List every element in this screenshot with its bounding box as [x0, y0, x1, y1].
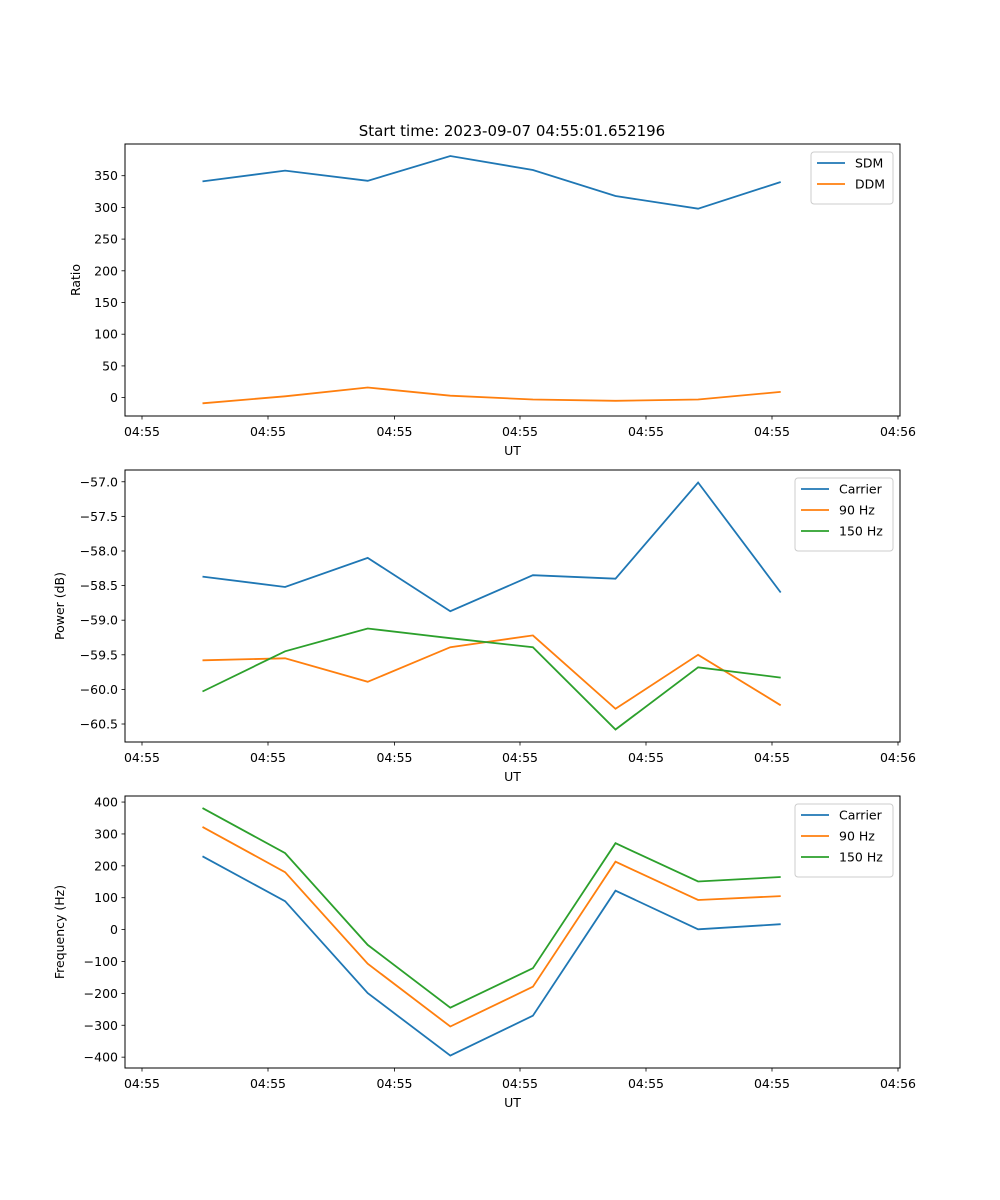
- power-x-tick-label: 04:55: [502, 750, 538, 765]
- ratio-x-tick-label: 04:55: [124, 424, 160, 439]
- power-y-tick-label: −60.0: [80, 682, 118, 697]
- ratio-y-tick-label: 50: [102, 358, 118, 373]
- frequency-y-tick-label: 200: [94, 858, 118, 873]
- frequency-axes-frame: [124, 795, 901, 1069]
- frequency-x-tick-label: 04:55: [754, 1076, 790, 1091]
- power-x-tick-label: 04:55: [250, 750, 286, 765]
- frequency-x-tick-label: 04:55: [250, 1076, 286, 1091]
- frequency-legend-box: [794, 803, 894, 878]
- ratio-series-ddm-line: [202, 386, 781, 405]
- frequency-y-tick-label: −300: [84, 1018, 118, 1033]
- power-legend-label: 90 Hz: [839, 503, 875, 518]
- power-axes-frame: [124, 469, 901, 743]
- power-x-tick-label: 04:55: [124, 750, 160, 765]
- power-legend-label: Carrier: [839, 482, 883, 497]
- power-x-tick-label: 04:55: [628, 750, 664, 765]
- frequency-y-tick-label: 300: [94, 826, 118, 841]
- power-x-tick-label: 04:55: [754, 750, 790, 765]
- frequency-series-90-hz-line: [202, 826, 781, 1028]
- frequency-y-tick-label: 100: [94, 890, 118, 905]
- ratio-y-axis-label: Ratio: [68, 264, 83, 296]
- ratio-legend-label: DDM: [855, 177, 885, 192]
- figure-title: Start time: 2023-09-07 04:55:01.652196: [359, 122, 665, 140]
- power-y-tick-label: −59.0: [80, 613, 118, 628]
- power-y-axis-label: Power (dB): [52, 572, 67, 640]
- frequency-y-tick-label: 0: [110, 922, 118, 937]
- frequency-panel: −400 −300 −200 −100 0 100 200 300 400 04:55 04:55 0…: [52, 795, 916, 1110]
- frequency-y-tick-label: 400: [94, 795, 118, 810]
- ratio-x-tick-label: 04:55: [754, 424, 790, 439]
- frequency-y-tick-label: −400: [84, 1050, 118, 1065]
- frequency-y-tick-label: −200: [84, 986, 118, 1001]
- frequency-legend-label: 90 Hz: [839, 829, 875, 844]
- power-series-carrier-line: [202, 481, 782, 613]
- ratio-legend-box: [810, 151, 894, 205]
- frequency-x-tick-label: 04:55: [376, 1076, 412, 1091]
- power-legend-box: [794, 477, 894, 552]
- ratio-panel: 0 50 100 150 200 250 300 350 04:55 04:55 04:55 04:5…: [68, 143, 916, 458]
- frequency-series-carrier-line: [202, 855, 781, 1057]
- power-series-90-hz-line: [202, 634, 782, 710]
- ratio-x-tick-label: 04:55: [502, 424, 538, 439]
- frequency-x-tick-label: 04:55: [502, 1076, 538, 1091]
- power-series-150-hz-line: [202, 627, 781, 731]
- frequency-y-tick-label: −100: [84, 954, 118, 969]
- power-legend: Carrier 90 Hz 150 Hz: [794, 477, 894, 552]
- ratio-y-tick-label: 300: [94, 200, 118, 215]
- ratio-x-tick-label: 04:55: [376, 424, 412, 439]
- power-y-tick-label: −59.5: [80, 647, 118, 662]
- power-y-tick-label: −58.0: [80, 543, 118, 558]
- frequency-x-axis-label: UT: [504, 1095, 521, 1110]
- ratio-axes-frame: [124, 143, 901, 417]
- frequency-series-150-hz-line: [202, 807, 781, 1009]
- ratio-x-tick-label: 04:56: [880, 424, 916, 439]
- ratio-legend-label: SDM: [855, 156, 883, 171]
- ratio-y-tick-label: 0: [110, 390, 118, 405]
- ratio-y-tick-label: 100: [94, 327, 118, 342]
- power-x-tick-label: 04:55: [376, 750, 412, 765]
- power-panel: −60.5 −60.0 −59.5 −59.0 −58.5 −58.0 −57.5 −57.0…: [52, 469, 916, 784]
- frequency-x-tick-label: 04:55: [124, 1076, 160, 1091]
- power-y-tick-label: −60.5: [80, 717, 118, 732]
- power-y-tick-label: −57.0: [80, 474, 118, 489]
- power-y-tick-label: −58.5: [80, 578, 118, 593]
- ratio-x-tick-label: 04:55: [250, 424, 286, 439]
- frequency-y-axis-label: Frequency (Hz): [52, 885, 67, 979]
- frequency-x-tick-label: 04:55: [628, 1076, 664, 1091]
- frequency-legend-label: 150 Hz: [839, 850, 883, 865]
- ratio-x-tick-label: 04:55: [628, 424, 664, 439]
- frequency-legend-label: Carrier: [839, 808, 883, 823]
- ratio-x-axis-label: UT: [504, 443, 521, 458]
- frequency-legend: Carrier 90 Hz 150 Hz: [794, 803, 894, 878]
- ratio-y-tick-label: 250: [94, 232, 118, 247]
- ratio-series-sdm-line: [202, 155, 781, 210]
- ratio-y-tick-label: 350: [94, 168, 118, 183]
- ratio-legend: SDM DDM: [810, 151, 894, 205]
- power-x-axis-label: UT: [504, 769, 521, 784]
- frequency-x-tick-label: 04:56: [880, 1076, 916, 1091]
- power-x-tick-label: 04:56: [880, 750, 916, 765]
- power-y-tick-label: −57.5: [80, 509, 118, 524]
- ratio-y-tick-label: 200: [94, 263, 118, 278]
- ratio-y-tick-label: 150: [94, 295, 118, 310]
- power-legend-label: 150 Hz: [839, 524, 883, 539]
